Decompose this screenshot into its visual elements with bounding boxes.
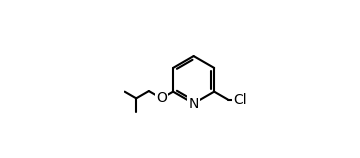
Text: Cl: Cl [233, 93, 247, 106]
Text: N: N [188, 97, 199, 110]
Text: O: O [156, 91, 167, 105]
